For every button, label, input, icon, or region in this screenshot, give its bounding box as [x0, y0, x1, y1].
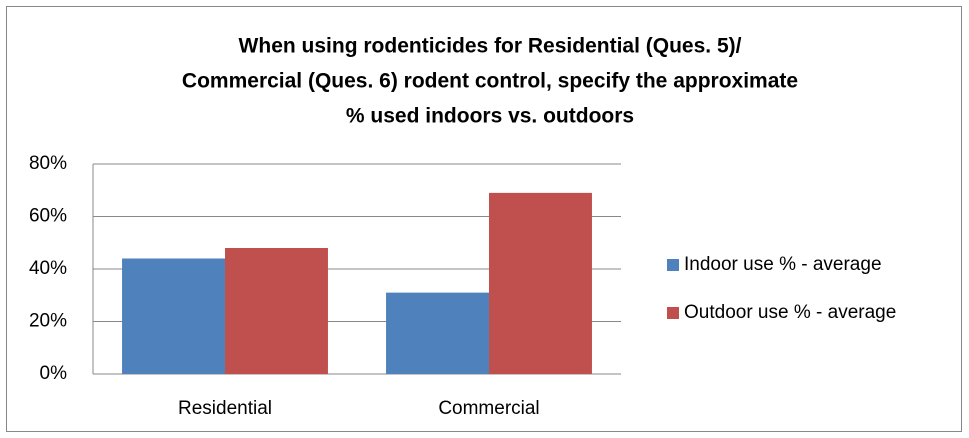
- y-tick-label: 20%: [29, 311, 67, 332]
- chart-title: Commercial (Ques. 6) rodent control, spe…: [182, 70, 798, 93]
- bar: [489, 192, 592, 374]
- x-tick-label: Commercial: [438, 398, 539, 419]
- legend-swatch: [667, 259, 679, 271]
- legend-label: Outdoor use % - average: [684, 302, 896, 323]
- y-tick-label: 0%: [40, 363, 68, 384]
- y-tick-label: 40%: [29, 258, 67, 279]
- y-tick-label: 60%: [29, 206, 67, 227]
- y-tick-label: 80%: [29, 153, 67, 174]
- bar: [386, 292, 489, 374]
- chart-title: % used indoors vs. outdoors: [346, 105, 634, 128]
- legend-swatch: [667, 307, 679, 319]
- legend-label: Indoor use % - average: [684, 254, 882, 275]
- chart-title: When using rodenticides for Residential …: [239, 35, 742, 58]
- bar: [122, 258, 225, 374]
- x-tick-label: Residential: [178, 398, 272, 419]
- bar: [225, 248, 328, 374]
